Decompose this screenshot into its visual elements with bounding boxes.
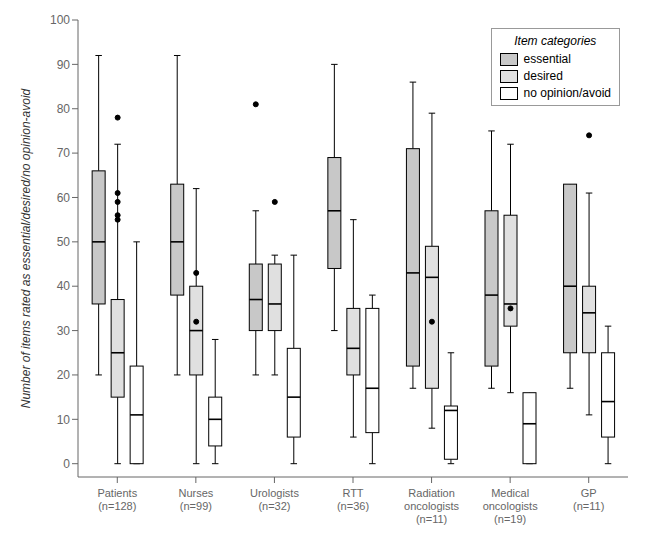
svg-text:50: 50	[57, 235, 71, 249]
svg-text:100: 100	[50, 13, 70, 27]
svg-text:20: 20	[57, 368, 71, 382]
svg-text:70: 70	[57, 146, 71, 160]
svg-text:Radiationoncologists(n=11): Radiationoncologists(n=11)	[404, 487, 460, 525]
svg-text:90: 90	[57, 58, 71, 72]
html-text:Item categories: Item categories	[514, 34, 597, 48]
svg-text:10: 10	[57, 413, 71, 427]
svg-text:30: 30	[57, 324, 71, 338]
svg-text:GP(n=11): GP(n=11)	[573, 487, 604, 512]
svg-text:RTT(n=36): RTT(n=36)	[337, 487, 369, 512]
svg-text:40: 40	[57, 279, 71, 293]
svg-text:Nurses(n=99): Nurses(n=99)	[178, 487, 213, 512]
svg-text:Number of items rated as essen: Number of items rated as essential/desir…	[19, 88, 33, 408]
svg-text:Medicaloncologists(n=19): Medicaloncologists(n=19)	[483, 487, 539, 525]
html-text:no opinion/avoid: no opinion/avoid	[523, 86, 611, 100]
svg-text:0: 0	[63, 457, 70, 471]
svg-text:Patients(n=128): Patients(n=128)	[97, 487, 137, 512]
svg-text:Urologists(n=32): Urologists(n=32)	[250, 487, 299, 512]
html-text:desired: desired	[523, 69, 563, 83]
svg-text:60: 60	[57, 191, 71, 205]
svg-text:80: 80	[57, 102, 71, 116]
html-text:essential: essential	[523, 52, 571, 66]
